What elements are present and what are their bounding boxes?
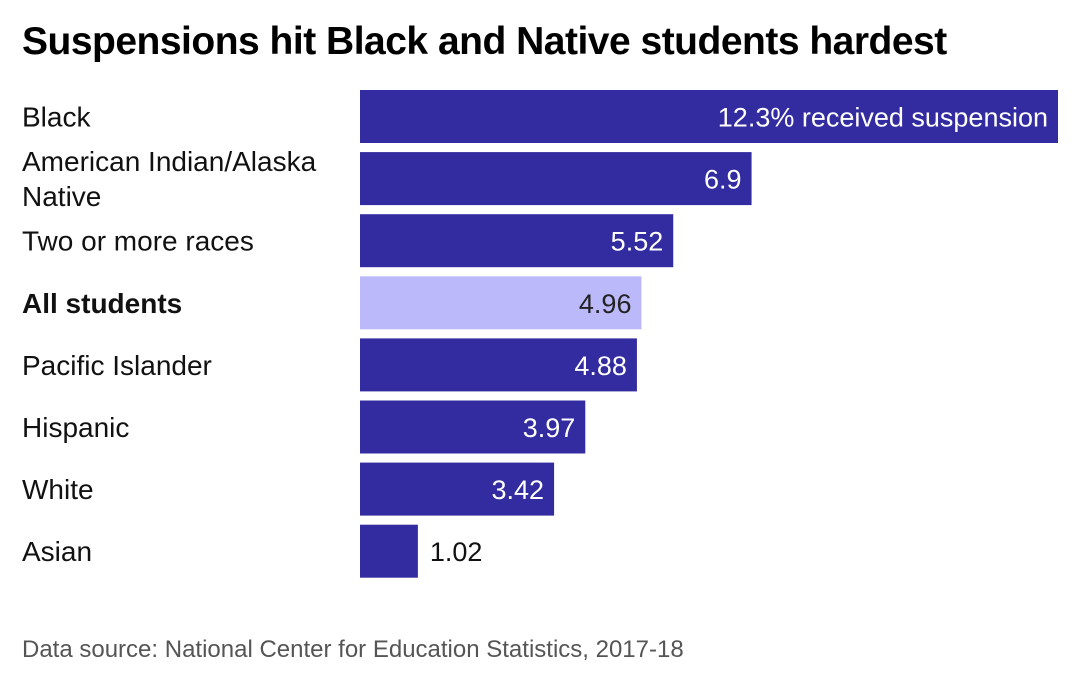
value-label: 4.88 bbox=[574, 351, 627, 381]
category-label-line: Native bbox=[22, 181, 101, 212]
value-label: 3.97 bbox=[523, 413, 576, 443]
category-label: Pacific Islander bbox=[22, 350, 212, 381]
category-label: Hispanic bbox=[22, 412, 129, 443]
value-label: 4.96 bbox=[579, 289, 632, 319]
category-label-line: Pacific Islander bbox=[22, 350, 212, 381]
bar-two-or-more-races bbox=[360, 214, 674, 268]
category-label-line: All students bbox=[22, 288, 182, 319]
bar-american-indian-alaska-native bbox=[360, 152, 752, 206]
bar-all-students bbox=[360, 276, 642, 330]
value-label: 1.02 bbox=[430, 537, 483, 567]
category-label-line: Black bbox=[22, 102, 91, 133]
value-label: 12.3% received suspension bbox=[718, 103, 1048, 133]
bar-white bbox=[360, 462, 555, 516]
category-label: American Indian/Alaska Native bbox=[22, 146, 317, 212]
category-label-line: Asian bbox=[22, 536, 92, 567]
bar-chart: Black 12.3% received suspension American I… bbox=[22, 90, 1058, 578]
category-label: Two or more races bbox=[22, 226, 254, 257]
category-label: All students bbox=[22, 288, 182, 319]
value-label: 3.42 bbox=[492, 475, 545, 505]
category-label-line: Hispanic bbox=[22, 412, 129, 443]
category-label-line: American Indian/Alaska bbox=[22, 146, 317, 177]
data-source-note: Data source: National Center for Educati… bbox=[22, 636, 684, 663]
bar-hispanic bbox=[360, 400, 586, 454]
bar-asian bbox=[360, 524, 418, 578]
value-label: 5.52 bbox=[611, 227, 664, 257]
bar-black bbox=[360, 90, 1058, 143]
category-label-line: White bbox=[22, 474, 94, 505]
bar-pacific-islander bbox=[360, 338, 637, 392]
category-label: Black bbox=[22, 102, 91, 133]
chart-title: Suspensions hit Black and Native student… bbox=[22, 20, 947, 63]
category-label: White bbox=[22, 474, 94, 505]
category-label-line: Two or more races bbox=[22, 226, 254, 257]
category-label: Asian bbox=[22, 536, 92, 567]
value-label: 6.9 bbox=[704, 165, 742, 195]
